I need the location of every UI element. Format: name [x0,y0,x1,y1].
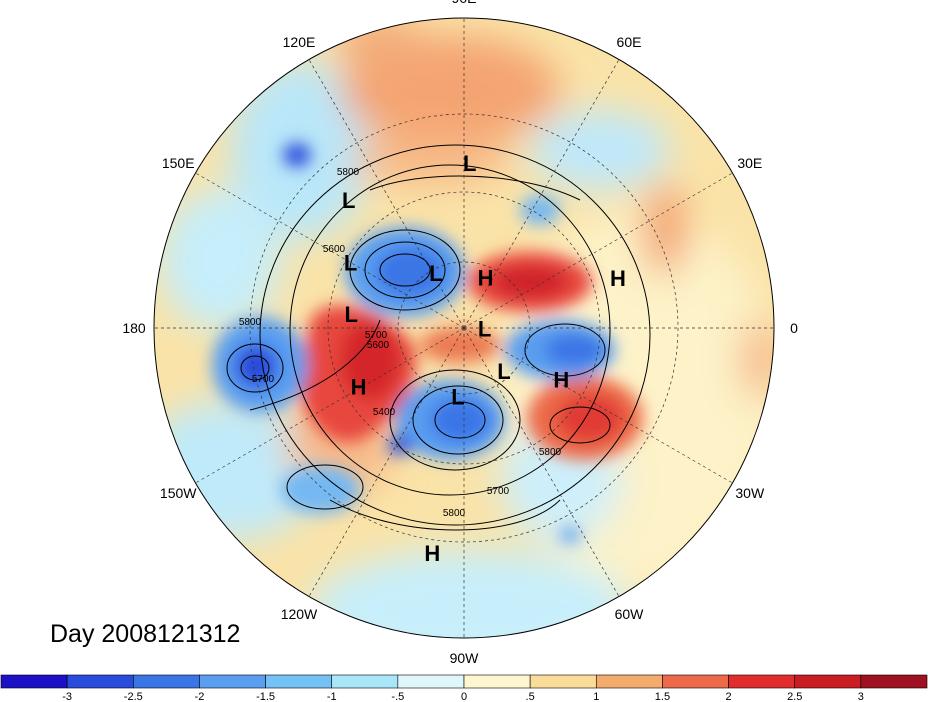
colorbar-tick-label: .5 [526,691,535,702]
colorbar-tick-label: -.5 [391,691,404,702]
contour-label: 5800 [539,447,562,458]
meridian-line [195,327,465,484]
colorbar: -3 -2.5 -2 -1.5 -1 -.5 0 .5 1 1.5 2 2.5 3 [0,674,928,702]
contour-label: 5800 [443,508,466,519]
polar-stereographic-map: 90E 60E 30E 0 30W 60W 90W 120W 150W 180 150E 120E L… [122,0,798,666]
low-pressure-center: L [429,261,442,286]
low-pressure-center: L [463,151,476,176]
longitude-label: 30W [735,485,765,501]
colorbar-swatch [132,674,200,689]
colorbar-tick-label: 0 [461,691,467,702]
colorbar-swatch [794,674,862,689]
low-pressure-center: L [497,359,510,384]
low-pressure-center: L [342,188,355,213]
contour-label: 5400 [373,407,396,418]
anomaly-field [154,18,774,638]
map-border [153,17,775,639]
longitude-label: 0 [790,320,798,336]
meridian-line [308,327,465,597]
low-pressure-center: L [478,316,491,341]
height-contours [226,144,651,531]
longitude-label: 150W [160,485,197,501]
contour-label: 5600 [367,340,390,351]
colorbar-tick-label: 1 [593,691,599,702]
colorbar-tick-label: -2 [195,691,205,702]
colorbar-swatch [331,674,399,689]
meridian-line [463,327,733,484]
colorbar-tick-label: -2.5 [124,691,143,702]
colorbar-tick-label: 3 [858,691,864,702]
colorbar-swatch [265,674,333,689]
graticule [154,18,774,638]
colorbar-swatch [199,674,266,689]
colorbar-tick-label: -1 [327,691,337,702]
high-pressure-center: H [553,368,569,393]
meridian-line [463,59,620,329]
meridian-line [308,59,465,329]
contour-label: 5700 [365,330,388,341]
longitude-label: 150E [162,155,195,171]
colorbar-swatch [463,674,531,689]
colorbar-swatch [529,674,597,689]
longitude-label: 60W [615,606,645,622]
colorbar-tick-label: -1.5 [256,691,275,702]
colorbar-swatch [595,674,663,689]
colorbar-tick-label: 1.5 [655,691,670,702]
longitude-label: 120E [283,34,316,50]
colorbar-swatch [728,674,796,689]
longitude-label: 90E [452,0,477,6]
colorbar-tick-label: 2 [726,691,732,702]
colorbar-tick-label: 2.5 [787,691,802,702]
chart-title: Day 2008121312 [50,620,241,648]
colorbar-swatch [0,674,68,689]
low-pressure-center: L [344,302,357,327]
colorbar-swatch [66,674,134,689]
contour-label: 5800 [239,317,262,328]
colorbar-swatch [860,674,928,689]
high-pressure-center: H [351,374,367,399]
high-pressure-center: H [478,265,494,290]
contour-label: 5600 [323,244,346,255]
colorbar-tick-label: -3 [62,691,72,702]
colorbar-swatch [397,674,465,689]
longitude-label: 180 [122,320,146,336]
colorbar-swatch [662,674,729,689]
meridian-line [463,327,620,597]
contour-label: 5700 [252,374,275,385]
longitude-labels: 90E 60E 30E 0 30W 60W 90W 120W 150W 180 150E 120E [122,0,798,666]
meridian-line [463,172,733,329]
longitude-label: 30E [737,155,762,171]
low-pressure-center: L [344,251,357,276]
high-pressure-center: H [610,266,626,291]
meridian-line [195,172,465,329]
longitude-label: 90W [450,650,480,666]
longitude-label: 120W [281,606,318,622]
contour-label: 5800 [337,167,360,178]
contour-label: 5700 [487,486,510,497]
low-pressure-center: L [451,385,464,410]
longitude-label: 60E [617,34,642,50]
high-pressure-center: H [424,541,440,566]
